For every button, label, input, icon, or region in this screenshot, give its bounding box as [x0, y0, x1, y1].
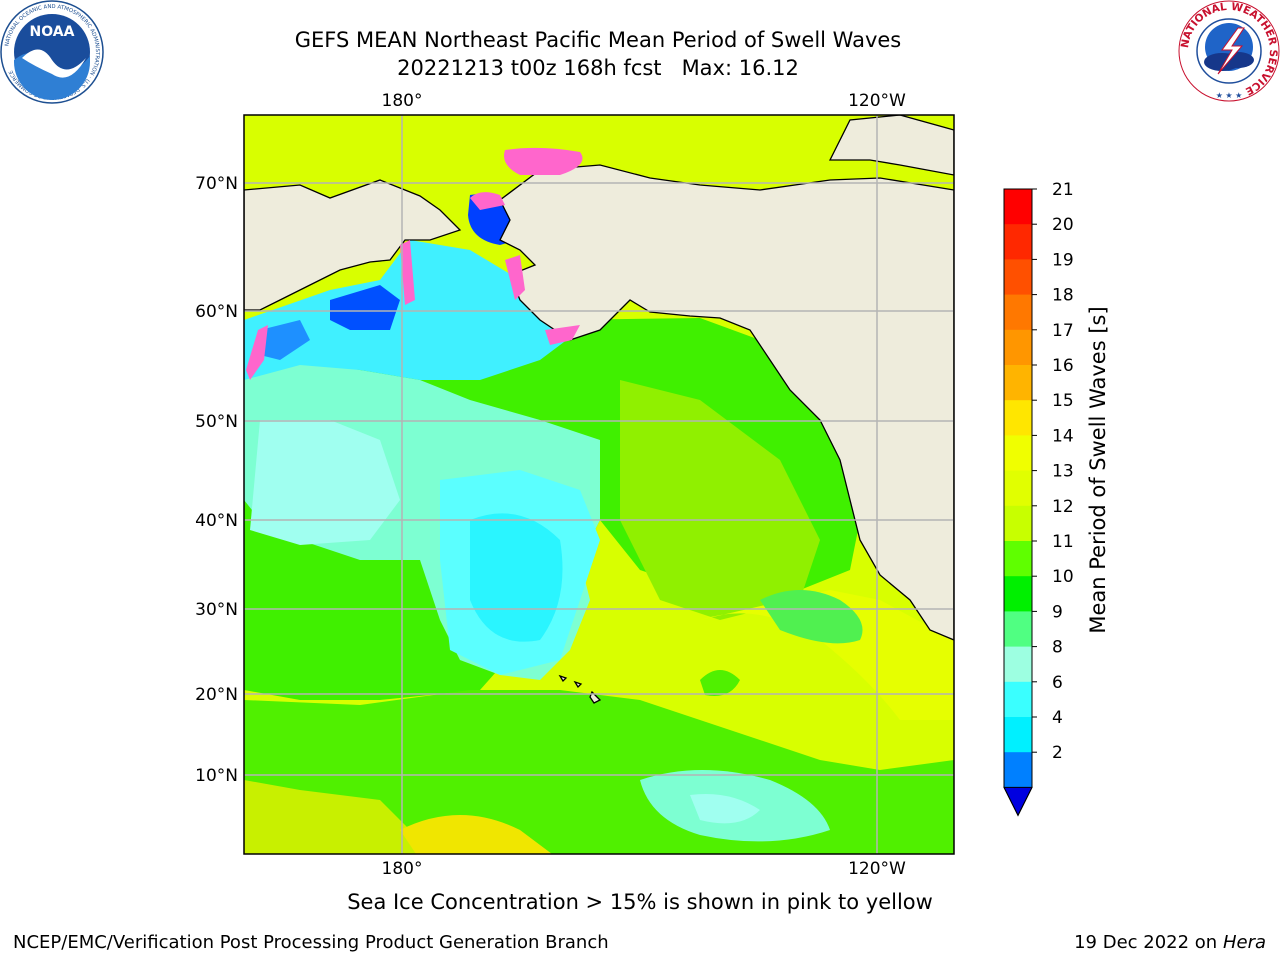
colorbar-segment: [1004, 435, 1032, 472]
graticule: [244, 115, 954, 854]
map-title: GEFS MEAN Northeast Pacific Mean Period …: [294, 28, 902, 52]
colorbar-tick-label: 10: [1052, 567, 1074, 587]
lat-label-30n: 30°N: [195, 600, 238, 620]
colorbar-segment: [1004, 224, 1032, 260]
lat-label-10n: 10°N: [195, 766, 238, 786]
map-frame: [243, 114, 955, 855]
colorbar-tick-label: 17: [1052, 321, 1074, 341]
map-subtitle: 20221213 t00z 168h fcst Max: 16.12: [397, 56, 799, 80]
colorbar-segment: [1004, 189, 1032, 225]
colorbar-segment: [1004, 329, 1032, 366]
map-field: [244, 115, 954, 854]
noaa-logo: NATIONAL OCEANIC AND ATMOSPHERIC ADMINIS…: [0, 0, 104, 104]
colorbar-segment: [1004, 294, 1032, 331]
colorbar-segment: [1004, 505, 1032, 542]
colorbar-tick-label: 11: [1052, 532, 1074, 552]
credit-branch: NCEP/EMC/Verification Post Processing Pr…: [13, 932, 609, 953]
credit-machine: Hera: [1222, 932, 1266, 953]
colorbar-segment: [1004, 752, 1032, 788]
credit-date: 19 Dec 2022 on Hera: [1074, 932, 1266, 953]
colorbar-segment: [1004, 717, 1032, 753]
lon-label-top-120w: 120°W: [848, 91, 906, 111]
lon-label-bottom-180: 180°: [382, 859, 423, 879]
colorbar-tick-label: 13: [1052, 462, 1074, 482]
sea-ice: [246, 147, 583, 380]
colorbar-segment: [1004, 400, 1032, 436]
colorbar-segment: [1004, 681, 1032, 718]
noaa-logo-text: NOAA: [30, 24, 75, 40]
colorbar-extend-arrow: [1003, 786, 1033, 817]
colorbar-segment: [1004, 259, 1032, 296]
colorbar-segment: [1004, 576, 1032, 612]
lon-label-top-180: 180°: [382, 91, 423, 111]
land: [244, 115, 954, 704]
colorbar-tick-label: 9: [1052, 602, 1063, 622]
colorbar-tick-label: 20: [1052, 215, 1074, 235]
lat-label-70n: 70°N: [195, 174, 238, 194]
sea-ice-footnote: Sea Ice Concentration > 15% is shown in …: [347, 890, 933, 914]
colorbar-segment: [1004, 646, 1032, 683]
colorbar: 21 20 19 18 17 16 15 14 13 12 11 10 9 8 6 4 2: [1003, 180, 1074, 817]
colorbar-tick-label: 8: [1052, 638, 1063, 658]
lat-label-60n: 60°N: [195, 302, 238, 322]
colorbar-segment: [1004, 365, 1032, 401]
colorbar-tick-label: 4: [1052, 708, 1063, 728]
colorbar-tick-label: 21: [1052, 180, 1074, 200]
colorbar-tick-label: 2: [1052, 743, 1063, 763]
colorbar-segment: [1004, 541, 1032, 577]
colorbar-segment: [1004, 470, 1032, 507]
colorbar-outline: [1003, 188, 1033, 817]
colorbar-tick-label: 18: [1052, 286, 1074, 306]
lat-label-50n: 50°N: [195, 412, 238, 432]
nws-stars: ★ ★ ★: [1216, 91, 1243, 100]
colorbar-segment: [1004, 611, 1032, 648]
lat-label-40n: 40°N: [195, 511, 238, 531]
colorbar-tick-label: 14: [1052, 426, 1074, 446]
colorbar-tick-label: 16: [1052, 356, 1074, 376]
colorbar-tick-label: 6: [1052, 673, 1063, 693]
nws-logo: NATIONAL WEATHER SERVICE ★ ★ ★: [1178, 0, 1280, 102]
colorbar-tick-label: 15: [1052, 391, 1074, 411]
colorbar-tick-label: 19: [1052, 250, 1074, 270]
lat-label-20n: 20°N: [195, 685, 238, 705]
colorbar-tick-label: 12: [1052, 497, 1074, 517]
credit-date-text: 19 Dec 2022 on: [1074, 932, 1218, 953]
lon-label-bottom-120w: 120°W: [848, 859, 906, 879]
